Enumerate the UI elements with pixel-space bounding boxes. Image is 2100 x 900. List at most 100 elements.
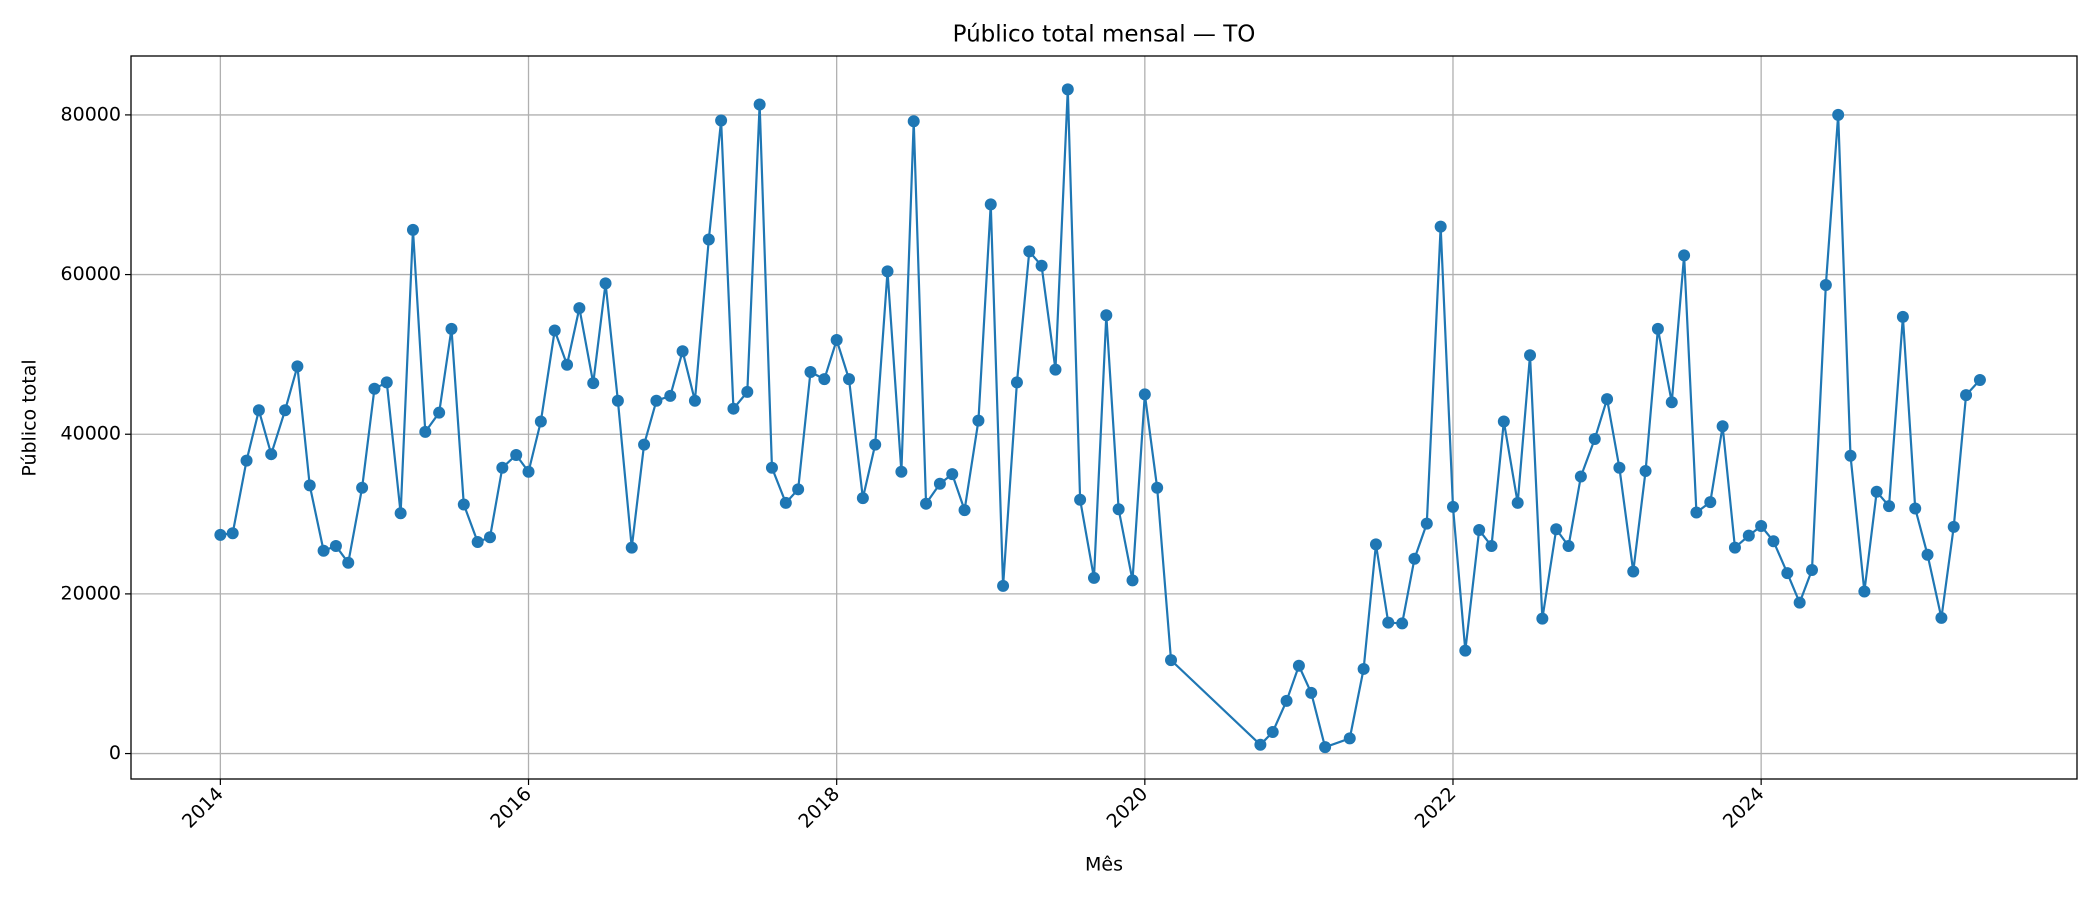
data-point xyxy=(356,481,369,494)
data-point xyxy=(1343,732,1356,745)
data-point xyxy=(291,360,304,373)
y-tick-label: 0 xyxy=(109,742,121,764)
data-point xyxy=(1319,741,1332,754)
data-point xyxy=(445,322,458,335)
data-point xyxy=(1023,245,1036,258)
data-point xyxy=(869,438,882,451)
data-point xyxy=(1511,496,1524,509)
data-point xyxy=(1074,493,1087,506)
data-point xyxy=(1087,571,1100,584)
data-point xyxy=(1574,470,1587,483)
data-point xyxy=(1973,373,1986,386)
data-point xyxy=(1049,363,1062,376)
data-point xyxy=(1921,548,1934,561)
data-point xyxy=(1408,552,1421,565)
data-point xyxy=(1126,574,1139,587)
data-point xyxy=(881,265,894,278)
data-point xyxy=(1357,662,1370,675)
x-tick-label: 2016 xyxy=(486,783,536,833)
data-point xyxy=(240,454,253,467)
data-point xyxy=(1627,565,1640,578)
data-point xyxy=(1947,520,1960,533)
data-point xyxy=(715,114,728,127)
data-point xyxy=(1266,726,1279,739)
data-point xyxy=(1254,738,1267,751)
data-point xyxy=(907,115,920,128)
data-point xyxy=(1960,389,1973,402)
data-point xyxy=(804,365,817,378)
data-point xyxy=(1870,485,1883,498)
data-point xyxy=(702,233,715,246)
x-axis-label: Mês xyxy=(1085,854,1123,876)
data-point xyxy=(548,324,561,337)
data-point xyxy=(303,479,316,492)
data-point xyxy=(1755,520,1768,533)
data-point xyxy=(1935,611,1948,624)
data-point xyxy=(226,527,239,540)
data-point xyxy=(1446,500,1459,513)
data-point xyxy=(1280,694,1293,707)
y-tick-label: 80000 xyxy=(61,103,121,125)
x-tick-label: 2024 xyxy=(1719,783,1769,833)
data-point xyxy=(843,373,856,386)
data-point xyxy=(457,498,470,511)
data-point xyxy=(676,345,689,358)
data-point xyxy=(1396,617,1409,630)
data-point xyxy=(252,404,265,417)
data-point xyxy=(753,98,766,111)
data-point xyxy=(1767,535,1780,548)
data-point xyxy=(599,277,612,290)
data-point xyxy=(1473,524,1486,537)
data-point xyxy=(342,556,355,569)
data-point xyxy=(1678,249,1691,262)
data-point xyxy=(1100,309,1113,322)
data-point xyxy=(1613,461,1626,474)
data-point xyxy=(1793,596,1806,609)
data-point xyxy=(727,402,740,415)
data-point xyxy=(1035,259,1048,272)
y-axis-label: Público total xyxy=(19,359,41,476)
data-point xyxy=(1151,481,1164,494)
data-point xyxy=(1909,502,1922,515)
data-point xyxy=(279,404,292,417)
chart-title: Público total mensal — TO xyxy=(953,22,1256,48)
data-point xyxy=(1819,278,1832,291)
data-point xyxy=(471,536,484,549)
data-point xyxy=(1497,415,1510,428)
data-point xyxy=(1292,659,1305,672)
data-point xyxy=(638,438,651,451)
y-tick-label: 20000 xyxy=(61,582,121,604)
data-point xyxy=(972,414,985,427)
data-point xyxy=(984,198,997,211)
data-point xyxy=(1010,376,1023,389)
data-point xyxy=(573,302,586,315)
data-point xyxy=(534,415,547,428)
data-point xyxy=(933,477,946,490)
data-point xyxy=(1858,585,1871,598)
data-point xyxy=(587,377,600,390)
data-point xyxy=(818,373,831,386)
data-point xyxy=(1883,500,1896,513)
y-tick-label: 60000 xyxy=(61,263,121,285)
data-point xyxy=(406,223,419,236)
data-point xyxy=(765,461,778,474)
data-point xyxy=(1601,393,1614,406)
data-point xyxy=(856,492,869,505)
data-point xyxy=(1728,541,1741,554)
data-point xyxy=(741,385,754,398)
data-point xyxy=(265,448,278,461)
data-point xyxy=(895,465,908,478)
data-point xyxy=(1832,108,1845,121)
y-tick-label: 40000 xyxy=(61,423,121,445)
data-point xyxy=(688,394,701,407)
data-point xyxy=(1550,523,1563,536)
data-point xyxy=(920,497,933,510)
data-point xyxy=(394,507,407,520)
x-tick-label: 2014 xyxy=(178,783,228,833)
data-point xyxy=(830,334,843,347)
data-point xyxy=(1138,388,1151,401)
data-point xyxy=(958,504,971,517)
data-point xyxy=(1536,612,1549,625)
data-point xyxy=(1061,83,1074,96)
